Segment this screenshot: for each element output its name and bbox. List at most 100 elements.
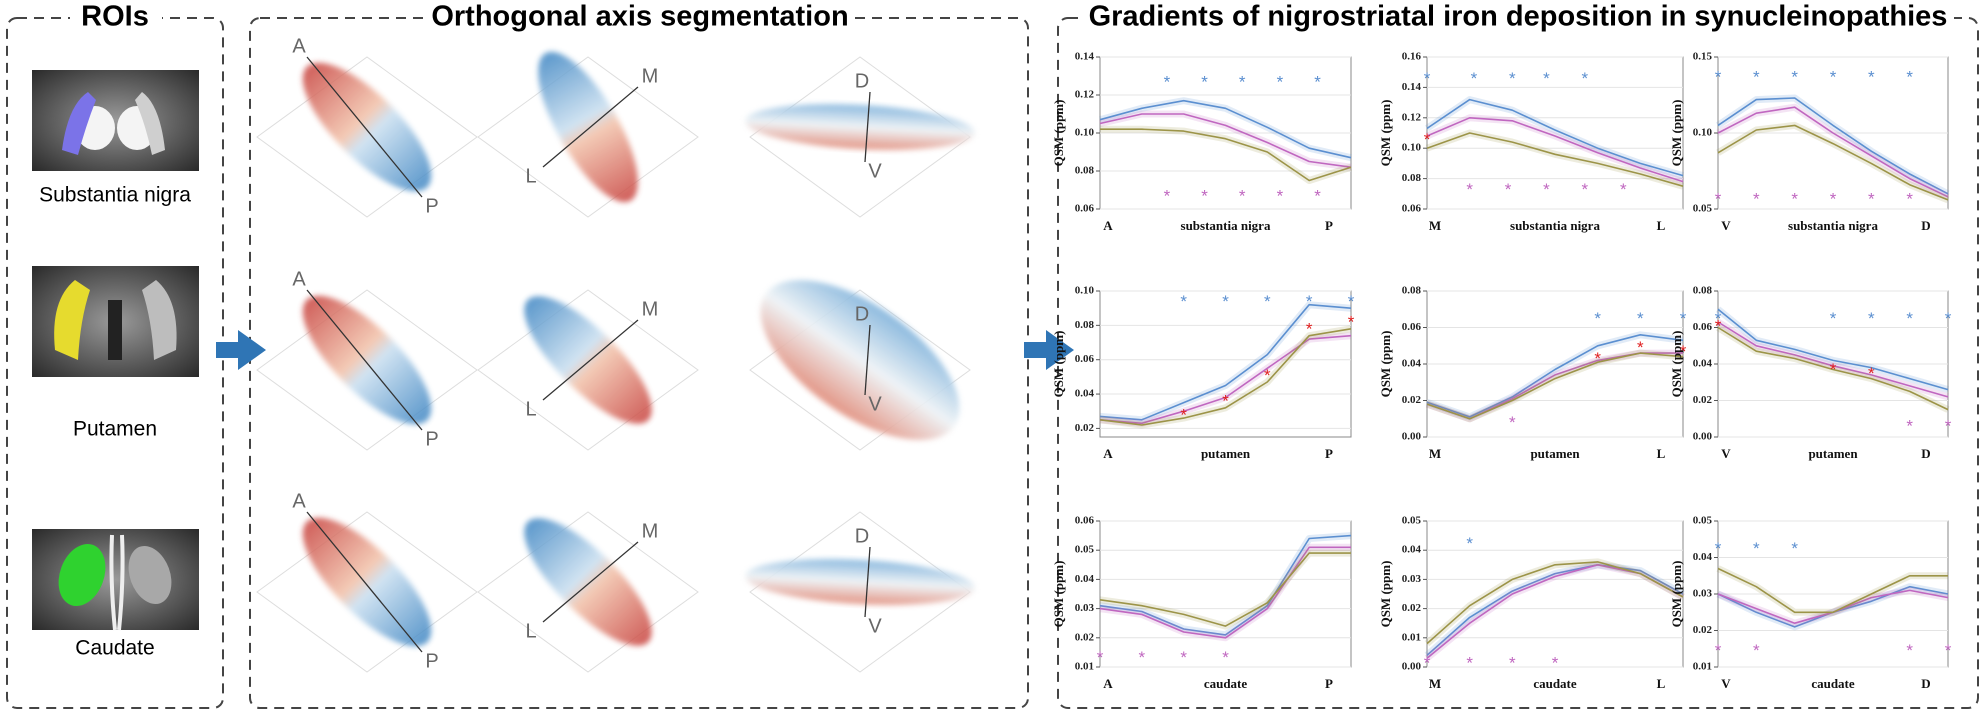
line-chart: 0.01 0.02 0.03 0.04 0.05 QSM (ppm) V caudate D * *…	[1669, 515, 1952, 691]
series-line	[1426, 561, 1684, 645]
segment-volume	[524, 518, 652, 646]
series-line	[1099, 546, 1351, 639]
series-line	[1717, 308, 1949, 391]
y-tick-label: 0.04	[1693, 551, 1713, 563]
axis-end-label: M	[642, 65, 659, 87]
axis-end-label: V	[868, 615, 882, 637]
arrow	[1024, 330, 1074, 370]
significance-star: *	[1906, 417, 1913, 436]
line-chart: 0.06 0.08 0.10 0.12 0.14 0.16 QSM (ppm) M substa…	[1378, 51, 1685, 233]
significance-star: *	[1753, 539, 1760, 558]
significance-star: *	[1222, 392, 1229, 411]
significance-star: *	[1097, 648, 1104, 667]
y-tick-label: 0.06	[1075, 203, 1095, 215]
significance-star: *	[1637, 309, 1644, 328]
series-line	[1717, 567, 1948, 614]
y-tick-label: 0.12	[1402, 111, 1422, 123]
segment-volume	[745, 104, 975, 150]
significance-star: *	[1906, 189, 1913, 208]
series-line	[1099, 334, 1352, 425]
y-tick-label: 0.03	[1402, 573, 1422, 585]
axis-end-label: V	[868, 160, 882, 182]
axis-end-label: L	[525, 165, 536, 187]
x-axis-label: substantia nigra	[1181, 218, 1271, 233]
significance-star: *	[1509, 413, 1516, 432]
y-tick-label: 0.05	[1402, 515, 1422, 527]
significance-star: *	[1314, 72, 1321, 91]
significance-star: *	[1715, 309, 1722, 328]
x-axis-start: A	[1103, 218, 1113, 233]
y-tick-label: 0.02	[1075, 631, 1095, 643]
line-chart: 0.06 0.08 0.10 0.12 0.14 QSM (ppm) A substantia…	[1051, 51, 1353, 233]
series-line	[1717, 326, 1949, 411]
significance-star: *	[1753, 641, 1760, 660]
significance-star: *	[1306, 292, 1313, 311]
series-line	[1426, 132, 1684, 187]
y-axis-label: QSM (ppm)	[1669, 561, 1684, 628]
series-band	[1100, 125, 1353, 184]
series-line	[1717, 589, 1949, 624]
y-tick-label: 0.08	[1075, 319, 1095, 331]
y-tick-label: 0.04	[1075, 388, 1095, 400]
x-axis-label: caudate	[1811, 676, 1855, 691]
significance-star: *	[1868, 189, 1875, 208]
significance-star: *	[1264, 292, 1271, 311]
significance-star: *	[1582, 180, 1589, 199]
segmentation-plot: AP	[256, 35, 478, 218]
series-line	[1426, 564, 1684, 656]
significance-star: *	[1753, 189, 1760, 208]
line-chart: 0.02 0.04 0.06 0.08 0.10 QSM (ppm) A putamen P * *…	[1051, 285, 1355, 461]
segment-volume	[760, 280, 960, 440]
axis-line	[542, 319, 639, 401]
axis-end-label: M	[642, 520, 659, 542]
x-axis-label: substantia nigra	[1510, 218, 1600, 233]
significance-star: *	[1201, 72, 1208, 91]
x-axis-start: A	[1103, 446, 1113, 461]
x-axis-end: D	[1921, 446, 1930, 461]
significance-star: *	[1277, 186, 1284, 205]
significance-star: *	[1906, 641, 1913, 660]
y-axis-label: QSM (ppm)	[1378, 561, 1393, 628]
series-line	[1099, 534, 1352, 636]
segmentation-plot: ML	[477, 289, 699, 451]
title-bg	[70, 2, 162, 34]
significance-star: *	[1424, 69, 1431, 88]
significance-star: *	[1239, 186, 1246, 205]
series-line	[1426, 352, 1683, 420]
axis-line	[306, 289, 423, 431]
significance-star: *	[1348, 313, 1355, 332]
significance-star: *	[1466, 534, 1473, 553]
significance-star: *	[1201, 186, 1208, 205]
significance-star: *	[1424, 654, 1431, 673]
significance-star: *	[1471, 69, 1478, 88]
y-tick-label: 0.06	[1402, 203, 1422, 215]
series-line	[1099, 113, 1352, 168]
significance-star: *	[1715, 641, 1722, 660]
significance-star: *	[1868, 68, 1875, 87]
x-axis-start: M	[1429, 446, 1441, 461]
y-tick-label: 0.01	[1075, 661, 1094, 673]
title-bg	[425, 2, 855, 34]
roi-caption: Caudate	[75, 637, 154, 660]
significance-star: *	[1222, 292, 1229, 311]
x-axis-start: M	[1429, 676, 1441, 691]
y-tick-label: 0.08	[1402, 172, 1422, 184]
significance-star: *	[1791, 539, 1798, 558]
panel-title: Gradients of nigrostriatal iron depositi…	[1089, 1, 1948, 33]
significance-star: *	[1830, 189, 1837, 208]
axis-line	[864, 546, 871, 618]
y-tick-label: 0.06	[1075, 353, 1095, 365]
significance-star: *	[1945, 417, 1952, 436]
roi-caption: Substantia nigra	[39, 184, 191, 207]
segmentation-plot: ML	[477, 511, 699, 673]
y-tick-label: 0.04	[1402, 358, 1422, 370]
significance-star: *	[1680, 342, 1687, 361]
significance-star: *	[1509, 69, 1516, 88]
x-axis-label: caudate	[1204, 676, 1248, 691]
y-axis-label: QSM (ppm)	[1669, 100, 1684, 167]
significance-star: *	[1594, 349, 1601, 368]
significance-star: *	[1543, 69, 1550, 88]
line-chart: 0.01 0.02 0.03 0.04 0.05 0.06 QSM (ppm) A caudat…	[1051, 515, 1352, 691]
x-axis-end: L	[1657, 446, 1666, 461]
